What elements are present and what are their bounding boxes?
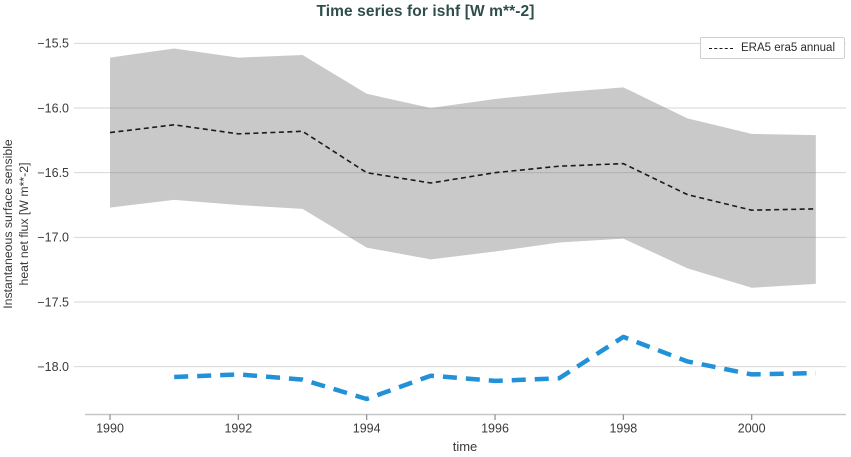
legend-label-era5-annual: ERA5 era5 annual (741, 42, 835, 54)
era5-uncertainty-band (110, 48, 816, 288)
legend: ERA5 era5 annual (700, 37, 845, 59)
legend-dashed-line-marker-icon (709, 47, 734, 49)
x-tick-label: 1990 (96, 422, 124, 436)
x-tick-label: 1996 (481, 422, 509, 436)
chart-title: Time series for ishf [W m**-2] (316, 3, 535, 20)
x-tick-label: 1994 (353, 422, 381, 436)
era5-annual-blue-dashed-line (174, 334, 816, 402)
era5-mean-dashed-line (109, 124, 816, 211)
x-tick-label: 1998 (609, 422, 637, 436)
y-tick-label: −15.5 (37, 37, 69, 51)
x-axis-label: time (452, 439, 478, 454)
y-tick-label: −16.0 (37, 101, 69, 115)
y-tick-label: −16.5 (37, 166, 69, 180)
x-tick-label: 1992 (224, 422, 252, 436)
y-tick-label: −17.0 (37, 231, 69, 245)
x-tick-label: 2000 (738, 422, 766, 436)
y-tick-label: −17.5 (37, 295, 69, 309)
y-tick-label: −18.0 (37, 360, 69, 374)
